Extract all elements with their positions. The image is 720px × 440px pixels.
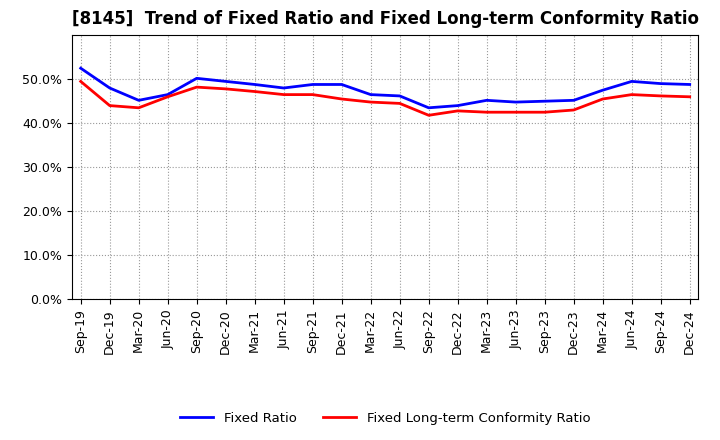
Fixed Long-term Conformity Ratio xyxy=(366,99,375,105)
Title: [8145]  Trend of Fixed Ratio and Fixed Long-term Conformity Ratio: [8145] Trend of Fixed Ratio and Fixed Lo… xyxy=(72,10,698,28)
Fixed Ratio xyxy=(598,88,607,93)
Fixed Ratio xyxy=(657,81,665,86)
Fixed Long-term Conformity Ratio xyxy=(627,92,636,97)
Fixed Long-term Conformity Ratio xyxy=(395,101,404,106)
Fixed Long-term Conformity Ratio xyxy=(163,94,172,99)
Fixed Ratio xyxy=(685,82,694,87)
Fixed Long-term Conformity Ratio xyxy=(221,86,230,92)
Fixed Ratio xyxy=(251,82,259,87)
Fixed Ratio xyxy=(76,66,85,71)
Fixed Ratio xyxy=(366,92,375,97)
Fixed Long-term Conformity Ratio xyxy=(657,93,665,99)
Fixed Ratio xyxy=(454,103,462,108)
Fixed Long-term Conformity Ratio xyxy=(105,103,114,108)
Line: Fixed Long-term Conformity Ratio: Fixed Long-term Conformity Ratio xyxy=(81,81,690,115)
Fixed Long-term Conformity Ratio xyxy=(454,108,462,114)
Fixed Long-term Conformity Ratio xyxy=(598,96,607,102)
Fixed Ratio xyxy=(338,82,346,87)
Line: Fixed Ratio: Fixed Ratio xyxy=(81,68,690,108)
Fixed Ratio xyxy=(308,82,317,87)
Fixed Ratio xyxy=(135,98,143,103)
Fixed Ratio xyxy=(424,105,433,110)
Fixed Ratio xyxy=(541,99,549,104)
Fixed Long-term Conformity Ratio xyxy=(76,79,85,84)
Fixed Long-term Conformity Ratio xyxy=(135,105,143,110)
Fixed Long-term Conformity Ratio xyxy=(251,89,259,94)
Fixed Ratio xyxy=(511,99,520,105)
Fixed Long-term Conformity Ratio xyxy=(482,110,491,115)
Fixed Long-term Conformity Ratio xyxy=(338,96,346,102)
Fixed Long-term Conformity Ratio xyxy=(511,110,520,115)
Fixed Long-term Conformity Ratio xyxy=(541,110,549,115)
Fixed Ratio xyxy=(221,79,230,84)
Fixed Long-term Conformity Ratio xyxy=(685,94,694,99)
Fixed Long-term Conformity Ratio xyxy=(570,107,578,113)
Fixed Ratio xyxy=(279,85,288,91)
Fixed Ratio xyxy=(482,98,491,103)
Fixed Ratio xyxy=(163,92,172,97)
Fixed Ratio xyxy=(570,98,578,103)
Fixed Long-term Conformity Ratio xyxy=(308,92,317,97)
Fixed Ratio xyxy=(627,79,636,84)
Fixed Long-term Conformity Ratio xyxy=(279,92,288,97)
Fixed Ratio xyxy=(105,85,114,91)
Fixed Ratio xyxy=(395,93,404,99)
Legend: Fixed Ratio, Fixed Long-term Conformity Ratio: Fixed Ratio, Fixed Long-term Conformity … xyxy=(175,406,595,430)
Fixed Ratio xyxy=(192,76,201,81)
Fixed Long-term Conformity Ratio xyxy=(424,113,433,118)
Fixed Long-term Conformity Ratio xyxy=(192,84,201,90)
